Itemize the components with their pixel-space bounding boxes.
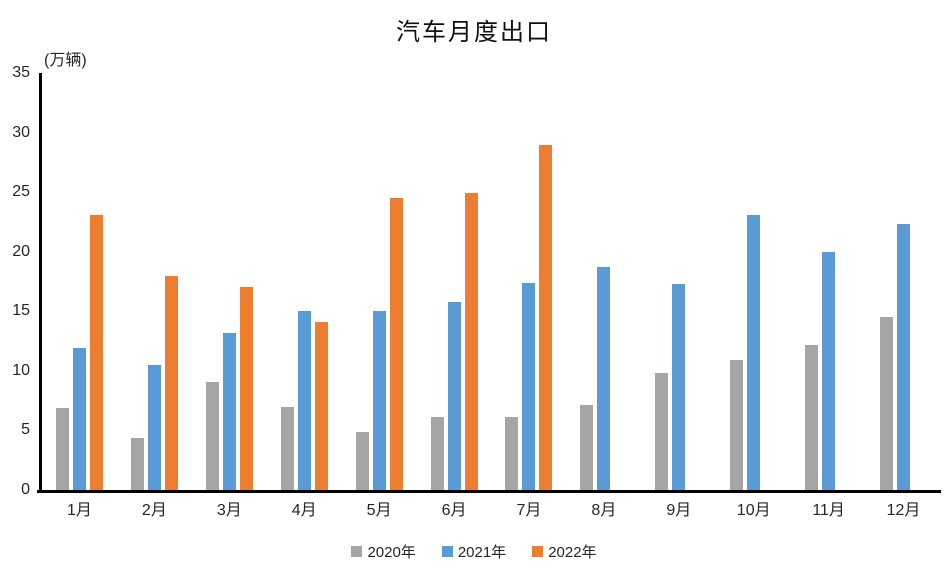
bar-2022年-4月 (314, 322, 328, 490)
x-label-10月: 10月 (736, 502, 771, 519)
bar-2020年-4月 (280, 406, 294, 490)
y-tick-label-20: 20 (12, 242, 30, 260)
legend-swatch-icon (351, 546, 363, 557)
bar-2020年-7月 (505, 417, 519, 490)
plot-area (42, 73, 941, 490)
x-label-5月: 5月 (366, 502, 392, 519)
bar-2021年-12月 (897, 224, 911, 490)
y-tick-label-25: 25 (12, 183, 30, 201)
legend-swatch-icon (441, 546, 453, 557)
bar-2020年-3月 (205, 381, 219, 490)
y-tick-label-0: 0 (21, 481, 30, 498)
bar-2021年-9月 (672, 283, 686, 490)
x-label-9月: 9月 (666, 502, 692, 519)
y-tick-label-10: 10 (12, 361, 30, 379)
x-label-3月: 3月 (216, 502, 242, 519)
x-axis-category-labels: 1月 2月 3月 4月 5月 6月 7月 8月 9月 10月 11月 12月 (42, 500, 941, 522)
x-axis-line (37, 490, 941, 493)
bar-2022年-2月 (164, 275, 178, 490)
bar-2022年-6月 (464, 193, 478, 490)
bar-2022年-1月 (89, 214, 103, 490)
chart-title: 汽车月度出口 (396, 20, 552, 46)
legend-item-2020年: 2020年 (351, 541, 416, 562)
y-tick-label-35: 35 (12, 64, 30, 81)
bar-2020年-10月 (730, 360, 744, 490)
bar-2020年-11月 (805, 344, 819, 490)
x-label-7月: 7月 (516, 502, 542, 519)
bar-2020年-9月 (655, 373, 669, 490)
x-label-8月: 8月 (591, 502, 617, 519)
bar-2020年-6月 (430, 417, 444, 490)
bar-2021年-7月 (522, 282, 536, 490)
bar-2020年-8月 (580, 405, 594, 490)
y-tick-label-5: 5 (21, 421, 30, 439)
x-label-12月: 12月 (886, 502, 921, 519)
bar-2021年-1月 (72, 348, 86, 490)
bar-2021年-3月 (222, 332, 236, 490)
bar-2022年-7月 (539, 144, 553, 490)
legend: 2020年 2021年 2022年 (0, 541, 948, 562)
bar-2021年-11月 (822, 251, 836, 490)
legend-label: 2022年 (548, 544, 597, 561)
legend-item-2022年: 2022年 (532, 541, 597, 562)
legend-label: 2020年 (367, 544, 416, 561)
bar-2021年-8月 (597, 267, 611, 490)
y-axis-tick-labels: 0 5 10 15 20 25 30 35 (0, 64, 30, 498)
bar-2020年-1月 (55, 407, 69, 490)
x-label-1月: 1月 (67, 502, 92, 519)
y-axis-line (39, 73, 42, 493)
y-tick-label-15: 15 (12, 302, 30, 320)
bar-2021年-2月 (147, 364, 161, 490)
x-label-4月: 4月 (291, 502, 317, 519)
bar-2021年-4月 (297, 311, 311, 490)
bar-2021年-6月 (447, 301, 461, 490)
bar-2020年-5月 (355, 431, 369, 490)
bar-2020年-12月 (880, 317, 894, 490)
bar-2021年-10月 (747, 214, 761, 490)
x-label-6月: 6月 (441, 502, 467, 519)
bar-2022年-5月 (389, 198, 403, 490)
x-label-11月: 11月 (812, 502, 845, 519)
bar-2022年-3月 (239, 287, 253, 490)
legend-swatch-icon (532, 546, 544, 557)
y-axis-unit-label: (万辆) (44, 52, 87, 69)
legend-label: 2021年 (457, 544, 507, 561)
x-label-2月: 2月 (141, 502, 167, 519)
legend-item-2021年: 2021年 (441, 541, 507, 562)
bar-2021年-5月 (372, 311, 386, 490)
bar-2020年-2月 (130, 437, 144, 490)
y-tick-label-30: 30 (12, 123, 30, 141)
